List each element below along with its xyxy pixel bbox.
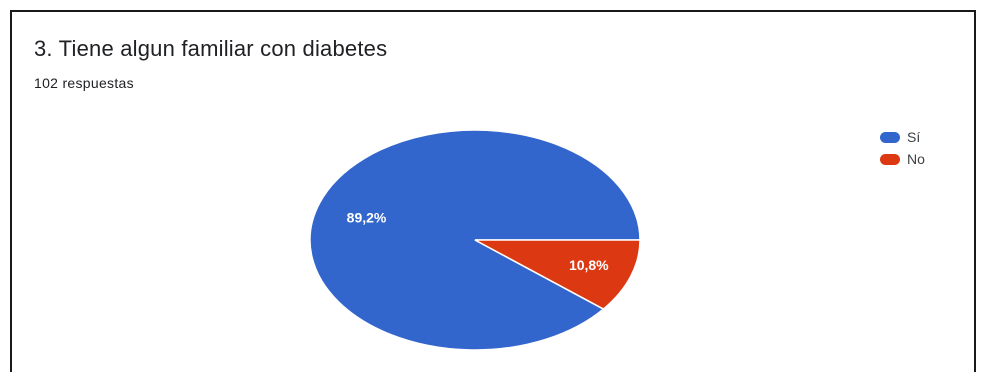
legend-item-no: No (880, 148, 925, 170)
chart-title: 3. Tiene algun familiar con diabetes (34, 36, 388, 61)
slice-label-no: 10,8% (569, 257, 609, 273)
legend-item-si: Sí (880, 126, 925, 148)
legend-swatch (880, 131, 900, 143)
legend-label: Sí (907, 129, 921, 145)
response-count: 102 respuestas (34, 75, 134, 91)
pie-slice-no (474, 239, 641, 310)
legend-label: No (907, 151, 925, 167)
legend-swatch (880, 153, 900, 165)
chart-legend: Sí No (880, 126, 925, 170)
slice-label-si: 89,2% (347, 209, 387, 225)
